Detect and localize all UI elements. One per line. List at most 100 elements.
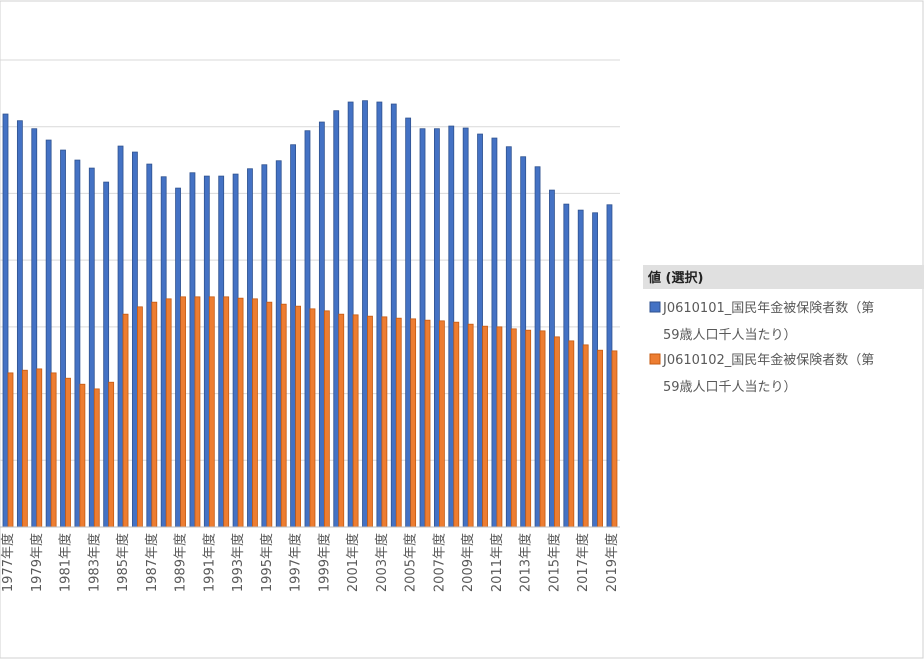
bar	[592, 212, 598, 528]
bar	[453, 321, 460, 528]
bar	[203, 175, 210, 528]
bar	[189, 172, 196, 528]
bar	[597, 349, 603, 528]
bar	[16, 120, 23, 528]
legend-swatch	[649, 301, 661, 313]
x-tick-label: 2017年度	[575, 533, 591, 592]
bar	[577, 209, 584, 528]
bar	[74, 159, 81, 528]
bar	[275, 160, 282, 528]
bar	[7, 372, 14, 528]
bar	[160, 176, 167, 528]
bar	[261, 164, 268, 528]
bar	[132, 151, 138, 528]
x-tick-label: 2011年度	[489, 533, 505, 592]
bar	[433, 128, 440, 528]
legend-title: 値 (選択)	[647, 270, 703, 286]
bar	[563, 203, 570, 528]
x-tick-label: 1979年度	[29, 533, 45, 592]
bar	[280, 303, 287, 528]
bar	[60, 149, 66, 528]
bar	[103, 181, 110, 528]
bar	[31, 128, 38, 528]
bar	[381, 316, 388, 528]
x-tick-label: 2005年度	[403, 533, 419, 592]
bar	[232, 173, 239, 528]
bar	[247, 168, 253, 528]
bar	[505, 146, 512, 528]
bar	[252, 298, 258, 528]
bar	[410, 318, 417, 528]
legend-label: 59歳人口千人当たり）	[663, 328, 797, 343]
x-tick-label: 1993年度	[230, 533, 246, 592]
bar	[309, 308, 316, 528]
bar	[520, 156, 527, 528]
legend-label: J0610102_国民年金被保険者数（第	[662, 352, 874, 368]
bar	[467, 323, 474, 528]
bar	[482, 325, 488, 528]
bar	[367, 315, 373, 528]
bar	[376, 101, 383, 528]
bar	[419, 128, 426, 528]
bar	[534, 166, 541, 528]
bar	[491, 137, 498, 528]
legend-label: J0610101_国民年金被保険者数（第	[662, 300, 874, 316]
bar	[93, 388, 100, 528]
bar	[165, 298, 172, 528]
bar	[237, 297, 244, 528]
bar	[2, 113, 9, 528]
bar	[295, 305, 302, 528]
x-tick-label: 1995年度	[259, 533, 275, 592]
bar	[438, 320, 445, 528]
bar	[194, 296, 201, 528]
bar	[45, 139, 52, 528]
bar	[65, 377, 71, 528]
bar	[304, 130, 311, 528]
x-tick-label: 1985年度	[115, 533, 131, 592]
x-tick-label: 1989年度	[173, 533, 189, 592]
bar	[36, 368, 43, 528]
x-tick-label: 2007年度	[431, 533, 447, 592]
bar	[223, 296, 230, 528]
bar	[323, 310, 330, 528]
bar	[606, 204, 613, 528]
x-tick-label: 1983年度	[86, 533, 102, 592]
x-tick-label: 2015年度	[546, 533, 562, 592]
bar	[390, 103, 397, 528]
bar	[582, 344, 589, 528]
bar	[395, 317, 402, 528]
bar	[108, 381, 115, 528]
bar	[477, 133, 483, 528]
bar	[554, 336, 560, 528]
bar	[496, 326, 503, 528]
bar	[462, 127, 469, 528]
bar	[525, 329, 532, 528]
bar	[318, 121, 325, 528]
x-tick-label: 1981年度	[58, 533, 74, 592]
legend-header	[643, 265, 924, 289]
x-tick-label: 2009年度	[460, 533, 476, 592]
bar	[568, 340, 575, 528]
bar	[611, 350, 618, 528]
bar	[208, 296, 215, 528]
bar	[218, 175, 225, 528]
bar	[338, 313, 345, 528]
bar	[117, 145, 124, 528]
bar	[352, 314, 359, 528]
bar	[266, 301, 273, 528]
bar	[424, 319, 431, 528]
x-tick-label: 1991年度	[201, 533, 217, 592]
legend-swatch	[649, 353, 661, 365]
bar	[405, 117, 412, 528]
bar	[88, 167, 95, 528]
bar	[510, 328, 517, 528]
x-tick-label: 1987年度	[144, 533, 160, 592]
x-tick-label: 2019年度	[604, 533, 620, 592]
bar	[347, 101, 354, 528]
bar	[50, 372, 57, 528]
bar	[549, 189, 555, 528]
bar	[151, 301, 158, 528]
bar	[79, 383, 86, 528]
